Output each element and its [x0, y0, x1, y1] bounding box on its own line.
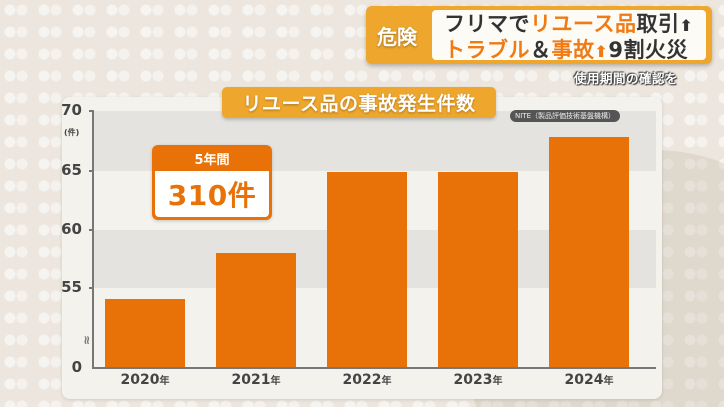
sub-caption: 使用期間の確認を	[574, 71, 679, 86]
year-suffix: 年	[159, 376, 170, 387]
headline-highlight: 事故	[551, 38, 595, 62]
y-unit-label: (件)	[64, 128, 80, 137]
headline-text: 9割火災	[608, 38, 689, 62]
headline-line-2: トラブル＆事故⬆9割火災	[444, 38, 706, 64]
bar-2021	[216, 253, 296, 367]
y-axis	[92, 110, 94, 369]
headline-body: フリマでリユース品取引⬆ トラブル＆事故⬆9割火災	[432, 10, 706, 62]
year: 2023	[453, 372, 493, 388]
headline-highlight: トラブル	[444, 38, 530, 62]
y-tick-label: 55	[61, 278, 82, 296]
y-tick-label: 0	[71, 358, 82, 376]
headline-text: 取引	[636, 12, 680, 36]
callout-value: 310件	[155, 171, 269, 217]
bar-2020	[105, 299, 185, 367]
x-tick-label: 2023年	[438, 372, 518, 388]
bar-2023	[438, 172, 518, 367]
y-tick-label: 70	[61, 101, 82, 119]
year-suffix: 年	[270, 376, 281, 387]
axis-break-icon: ≈	[80, 334, 95, 346]
year-suffix: 年	[492, 376, 503, 387]
year: 2021	[231, 372, 271, 388]
headline-banner: 危険 フリマでリユース品取引⬆ トラブル＆事故⬆9割火災	[366, 6, 712, 64]
y-tick	[89, 170, 94, 172]
y-tick	[89, 229, 94, 231]
y-tick-label: 65	[61, 161, 82, 179]
y-tick	[89, 287, 94, 289]
headline-highlight: リユース品	[530, 12, 637, 36]
up-arrow-icon: ⬆	[679, 16, 694, 35]
y-tick	[89, 110, 94, 112]
bar-2022	[327, 172, 407, 367]
total-callout: 5年間 310件	[152, 145, 272, 220]
year: 2022	[342, 372, 382, 388]
bar-2024	[549, 137, 629, 367]
year: 2020	[120, 372, 160, 388]
up-arrow-icon: ⬆	[594, 42, 609, 61]
source-badge: NITE（製品評価技術基盤機構）	[510, 110, 620, 122]
danger-tag: 危険	[377, 24, 417, 49]
x-tick-label: 2020年	[105, 372, 185, 388]
x-tick-label: 2024年	[549, 372, 629, 388]
chart-title: リユース品の事故発生件数	[222, 87, 496, 118]
headline-text: ＆	[530, 38, 552, 62]
headline-text: フリマで	[444, 12, 530, 36]
callout-label: 5年間	[194, 152, 230, 168]
year-suffix: 年	[603, 376, 614, 387]
x-tick-label: 2021年	[216, 372, 296, 388]
year-suffix: 年	[381, 376, 392, 387]
headline-line-1: フリマでリユース品取引⬆	[444, 12, 706, 38]
x-tick-label: 2022年	[327, 372, 407, 388]
year: 2024	[564, 372, 604, 388]
y-tick-label: 60	[61, 220, 82, 238]
x-axis	[92, 367, 656, 369]
